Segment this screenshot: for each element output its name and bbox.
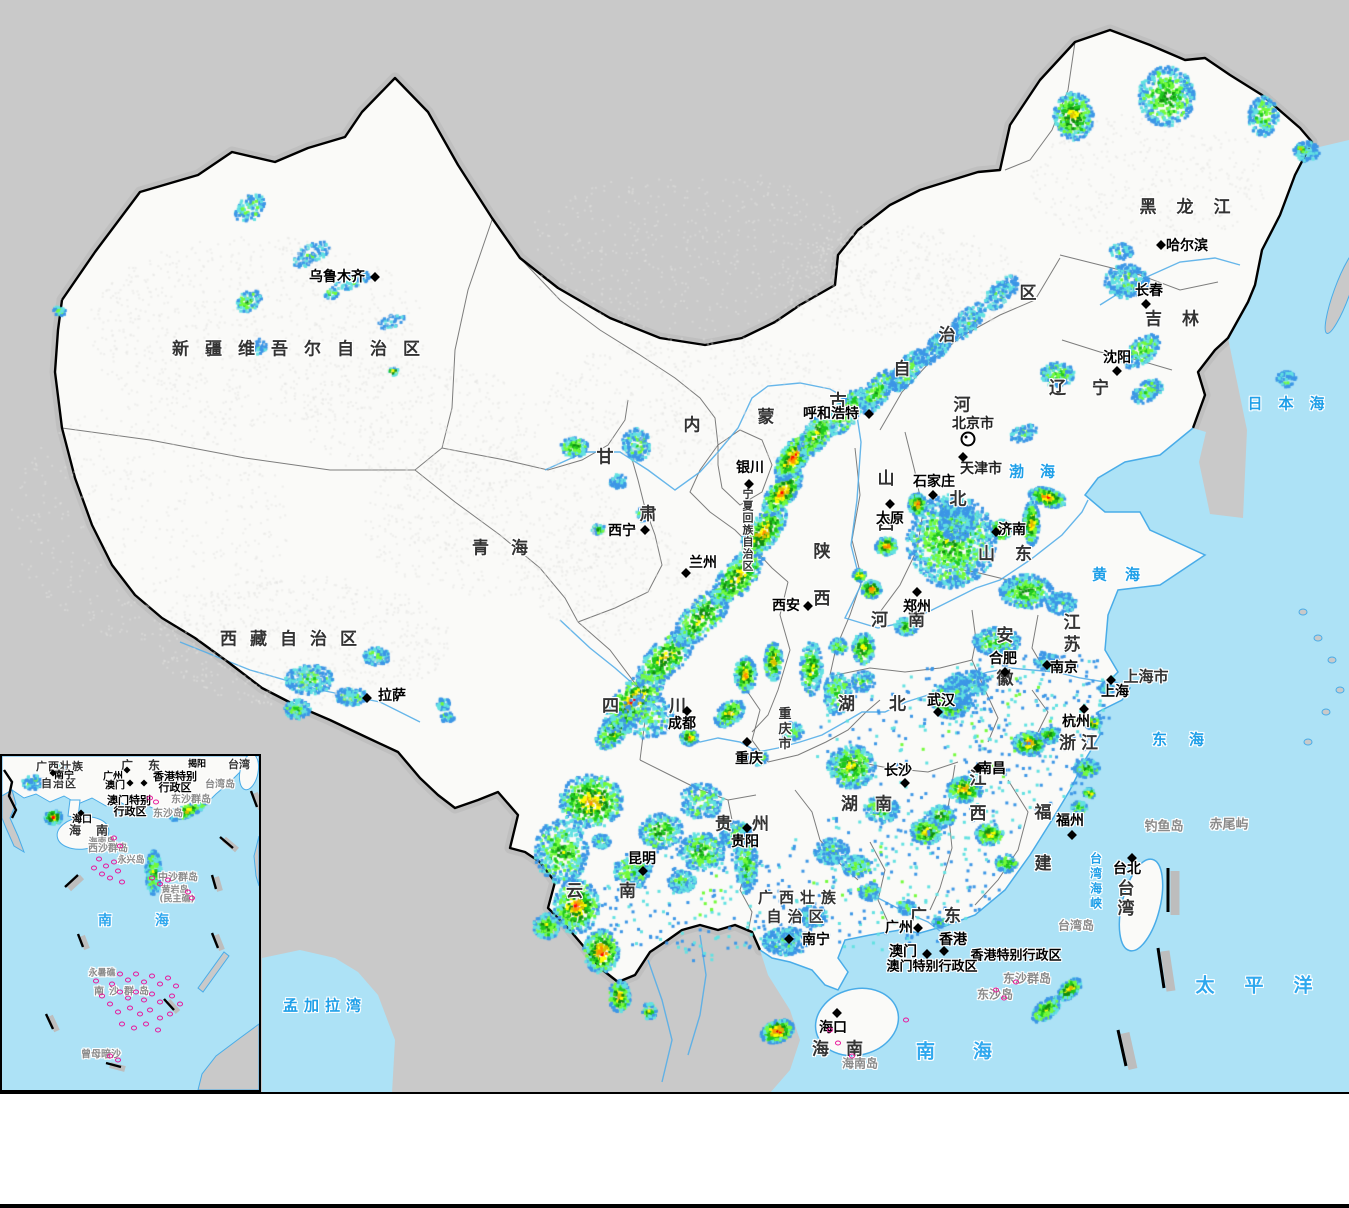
inset-label-海: 海 — [155, 913, 169, 929]
inset-reef-mark — [119, 879, 125, 885]
inset-reef-mark — [107, 875, 113, 881]
inset-label-行政区: 行政区 — [158, 781, 192, 794]
inset-reef-mark — [177, 1001, 183, 1007]
inset-reef-mark — [93, 978, 99, 984]
inset-reef-mark — [165, 975, 171, 981]
inset-reef-mark — [167, 1011, 173, 1017]
inset-reef-mark — [127, 1005, 133, 1011]
inset-reef-mark — [131, 1025, 137, 1031]
inset-reef-mark — [99, 993, 105, 999]
inset-reef-mark — [107, 1053, 113, 1059]
inset-label-中沙群岛: 中沙群岛 — [158, 872, 198, 884]
inset-reef-mark — [137, 1011, 143, 1017]
inset-reef-mark — [117, 971, 123, 977]
inset-label-台湾: 台湾 — [228, 758, 250, 771]
inset-reef-mark — [189, 895, 195, 901]
inset-reef-mark — [149, 875, 155, 881]
inset-label-曾母暗沙: 曾母暗沙 — [81, 1049, 121, 1061]
inset-city-marker — [126, 779, 134, 787]
inset-label-layer: 广西壮族自治区南宁广东广州揭阳台湾台湾岛香港特别行政区澳门澳门特别行政区东沙群岛… — [2, 756, 259, 1090]
inset-echo-layer — [2, 756, 259, 1090]
inset-label-南: 南 — [95, 823, 109, 838]
inset-label-自治区: 自治区 — [41, 777, 77, 790]
inset-label-东沙岛: 东沙岛 — [153, 808, 183, 820]
inset-reef-mark — [155, 1027, 161, 1033]
inset-reef-mark — [141, 979, 147, 985]
inset-reef-mark — [143, 1021, 149, 1027]
inset-label-(民主礁): (民主礁) — [159, 894, 195, 905]
inset-reef-mark — [119, 1021, 125, 1027]
inset-label-黄岩岛: 黄岩岛 — [161, 885, 189, 896]
map-panel-divider — [0, 1092, 1349, 1094]
inset-label-海南岛: 海南岛 — [88, 837, 116, 848]
inset-reef-mark — [147, 1007, 153, 1013]
inset-reef-mark — [149, 991, 155, 997]
inset-label-南宁: 南宁 — [54, 770, 74, 782]
inset-reef-mark — [111, 835, 117, 841]
inset-label-海口: 海口 — [72, 814, 92, 826]
inset-reef-mark — [103, 863, 109, 869]
inset-label-永暑礁: 永暑礁 — [88, 968, 116, 979]
inset-label-海: 海 — [68, 823, 82, 838]
inset-label-行政区: 行政区 — [113, 805, 147, 818]
legend-panel: 全国雷达拼图 [2025-08-22 21:48:00] [ 组合反射率 ] 5… — [0, 1094, 1349, 1204]
inset-reef-mark — [133, 989, 139, 995]
inset-label-广州: 广州 — [103, 771, 123, 783]
inset-reef-mark — [125, 995, 131, 1001]
inset-reef-mark — [157, 999, 163, 1005]
inset-reef-mark — [141, 997, 147, 1003]
inset-reef-mark — [157, 1015, 163, 1021]
inset-reef-mark — [115, 1057, 121, 1063]
inset-reef-mark — [107, 1001, 113, 1007]
inset-reef-mark — [91, 865, 97, 871]
inset-reef-mark — [157, 981, 163, 987]
inset-city-marker — [140, 779, 148, 787]
inset-reef-mark — [169, 993, 175, 999]
inset-reef-mark — [117, 843, 123, 849]
inset-label-澳门特别: 澳门特别 — [107, 794, 151, 807]
inset-label-东沙群岛: 东沙群岛 — [171, 794, 211, 806]
inset-label-永兴岛: 永兴岛 — [117, 855, 145, 866]
inset-reef-mark — [133, 971, 139, 977]
inset-reef-mark — [117, 989, 123, 995]
inset-label-香港特别: 香港特别 — [153, 770, 197, 783]
bottom-border — [0, 1204, 1349, 1208]
inset-reef-mark — [153, 799, 159, 805]
inset-reef-mark — [165, 877, 171, 883]
inset-reef-mark — [173, 983, 179, 989]
inset-label-澳门: 澳门 — [105, 780, 125, 792]
inset-reef-mark — [125, 977, 131, 983]
south-china-sea-inset: 广西壮族自治区南宁广东广州揭阳台湾台湾岛香港特别行政区澳门澳门特别行政区东沙群岛… — [0, 754, 261, 1092]
inset-reef-mark — [185, 889, 191, 895]
inset-label-台湾岛: 台湾岛 — [205, 779, 235, 791]
inset-reef-mark — [157, 881, 163, 887]
inset-reef-mark — [111, 859, 117, 865]
inset-label-西沙群岛: 西沙群岛 — [88, 843, 128, 855]
inset-reef-mark — [96, 856, 102, 862]
inset-reef-mark — [115, 1009, 121, 1015]
inset-reef-mark — [147, 795, 153, 801]
inset-reef-mark — [99, 871, 105, 877]
inset-label-南: 南 — [98, 913, 112, 929]
inset-reef-mark — [109, 981, 115, 987]
inset-label-东: 东 — [147, 758, 161, 773]
inset-reef-mark — [115, 868, 121, 874]
inset-label-广西壮族: 广西壮族 — [36, 760, 84, 773]
inset-label-揭阳: 揭阳 — [187, 759, 207, 770]
inset-reef-mark — [149, 973, 155, 979]
